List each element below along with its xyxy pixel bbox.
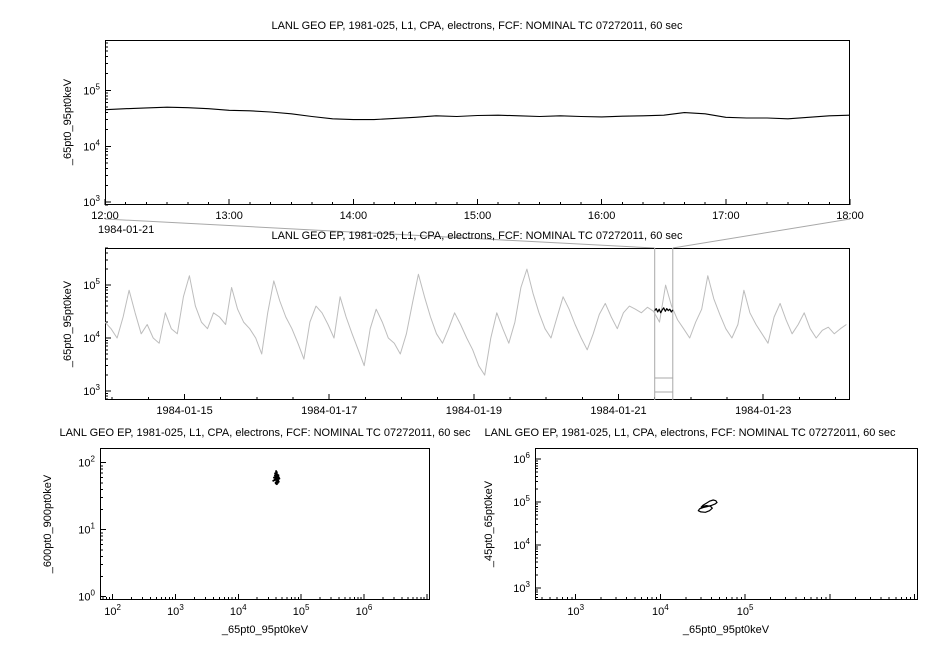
context-10day-ticks: [105, 247, 837, 400]
overview-6hour-plot[interactable]: 103 104 105 12:00 13:00 14:00 15:00 16:00 17:00 1…: [83, 40, 864, 223]
overview-6hour-frame: [105, 40, 850, 205]
plot-title-scatter-right: LANL GEO EP, 1981-025, L1, CPA, electron…: [484, 427, 896, 439]
svg-text:104: 104: [652, 603, 669, 618]
svg-text:106: 106: [513, 451, 530, 466]
svg-text:105: 105: [737, 603, 754, 618]
svg-text:100: 100: [78, 589, 95, 604]
y-axis-label-scatter-left: _600pt0_900pt0keV: [42, 474, 54, 574]
scatter-45-65-frame: [535, 448, 918, 600]
svg-text:104: 104: [83, 138, 100, 153]
svg-text:18:00: 18:00: [836, 210, 864, 222]
svg-text:103: 103: [83, 194, 100, 209]
svg-text:105: 105: [513, 494, 530, 509]
svg-text:102: 102: [78, 455, 95, 470]
plot-title-scatter-left: LANL GEO EP, 1981-025, L1, CPA, electron…: [59, 427, 471, 439]
svg-text:103: 103: [513, 580, 530, 595]
y-axis-label-scatter-right: _45pt0_65pt0keV: [483, 480, 495, 568]
y-axis-label-overview: _65pt0_95pt0keV: [62, 78, 74, 166]
scatter-600-900-frame: [100, 448, 430, 600]
svg-text:104: 104: [513, 537, 530, 552]
context-10day-frame: [105, 248, 850, 400]
electron-flux-65-95keV-line: [105, 106, 850, 121]
svg-text:102: 102: [104, 603, 121, 618]
selected-interval-line: [654, 307, 674, 314]
svg-text:1984-01-21: 1984-01-21: [590, 405, 646, 417]
svg-text:1984-01-15: 1984-01-15: [156, 405, 212, 417]
svg-text:1984-01-23: 1984-01-23: [735, 405, 791, 417]
svg-text:16:00: 16:00: [588, 210, 616, 222]
svg-text:15:00: 15:00: [464, 210, 492, 222]
context-10day-plot[interactable]: 103 104 105 1984-01-15 1984-01-17 1984-01-19 1…: [83, 247, 850, 417]
svg-text:17:00: 17:00: [712, 210, 740, 222]
svg-text:1984-01-19: 1984-01-19: [446, 405, 502, 417]
context-connector-lines: [104, 218, 851, 249]
svg-text:13:00: 13:00: [215, 210, 243, 222]
x-axis-label-scatter-left: _65pt0_95pt0keV: [221, 624, 309, 636]
x-axis-label-scatter-right: _65pt0_95pt0keV: [682, 624, 770, 636]
overview-6hour-ticks: [104, 42, 851, 206]
svg-text:103: 103: [167, 603, 184, 618]
zoom-selection-box[interactable]: [654, 248, 674, 400]
svg-text:104: 104: [83, 330, 100, 345]
plot-title-context: LANL GEO EP, 1981-025, L1, CPA, electron…: [271, 230, 683, 242]
scatter-600-900-plot[interactable]: 100 101 102 102 103 104 105 106: [78, 448, 430, 619]
svg-text:101: 101: [78, 522, 95, 537]
svg-text:105: 105: [83, 277, 100, 292]
flux-600-900-vs-65-95-points: [272, 470, 281, 486]
y-axis-label-context: _65pt0_95pt0keV: [62, 280, 74, 368]
svg-text:104: 104: [230, 603, 247, 618]
svg-text:105: 105: [293, 603, 310, 618]
plot-title-overview: LANL GEO EP, 1981-025, L1, CPA, electron…: [271, 20, 683, 32]
svg-text:12:00: 12:00: [91, 210, 119, 222]
svg-text:14:00: 14:00: [340, 210, 368, 222]
svg-text:106: 106: [356, 603, 373, 618]
electron-flux-context-line: [105, 268, 847, 376]
svg-text:103: 103: [83, 383, 100, 398]
svg-text:105: 105: [83, 82, 100, 97]
scatter-45-65-plot[interactable]: 103 104 105 106 103 104 105: [513, 448, 918, 619]
svg-text:103: 103: [567, 603, 584, 618]
x-axis-context-date: 1984-01-21: [98, 224, 155, 236]
scatter-45-65-ticks: [535, 458, 916, 600]
flux-45-65-vs-65-95-line: [697, 499, 718, 513]
scatter-600-900-ticks: [100, 462, 428, 601]
svg-text:1984-01-17: 1984-01-17: [301, 405, 357, 417]
